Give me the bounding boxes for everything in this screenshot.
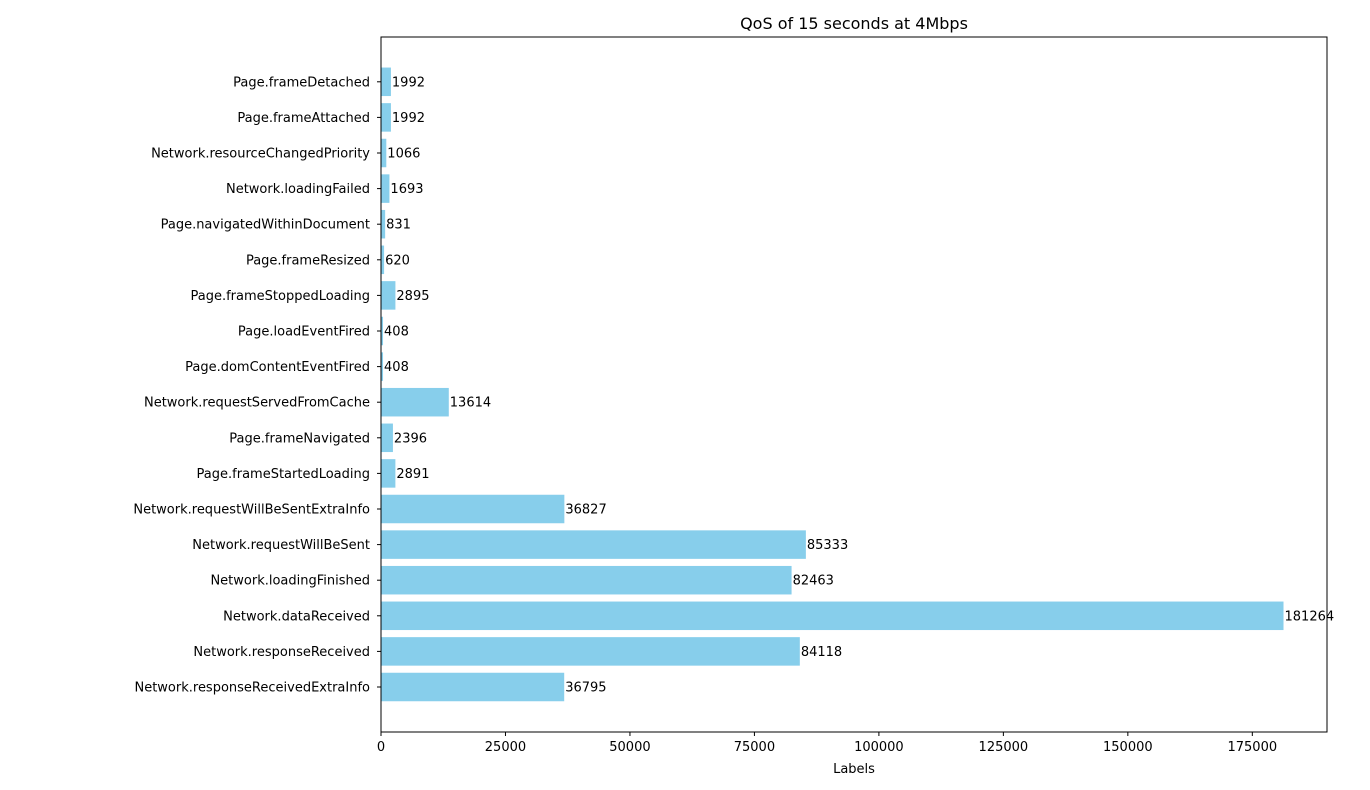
y-tick-label: Network.resourceChangedPriority (151, 147, 370, 162)
bar (381, 281, 396, 310)
data-label: 2895 (396, 289, 429, 304)
bar (381, 387, 449, 417)
x-tick-label: 25000 (485, 740, 526, 755)
y-tick-label: Network.responseReceived (193, 645, 370, 660)
y-tick-label: Network.dataReceived (223, 609, 370, 624)
y-tick-label: Page.loadEventFired (238, 325, 370, 340)
bar (381, 565, 792, 595)
x-axis-label: Labels (833, 762, 875, 777)
y-tick-label: Page.frameStartedLoading (197, 467, 370, 482)
bar (381, 530, 806, 559)
bar (381, 494, 565, 524)
data-label: 84118 (801, 645, 842, 660)
data-label: 831 (386, 218, 411, 233)
data-label: 36795 (565, 681, 606, 696)
y-tick-label: Network.responseReceivedExtraInfo (134, 681, 370, 696)
x-tick-label: 100000 (854, 740, 904, 755)
x-tick-label: 150000 (1103, 740, 1153, 755)
y-tick-label: Page.frameDetached (233, 75, 370, 90)
data-label: 2396 (394, 431, 427, 446)
ticks-layer: Network.responseReceivedExtraInfo Network… (133, 75, 1277, 755)
bar (381, 245, 385, 275)
data-label: 36827 (565, 503, 606, 518)
y-tick-label: Page.domContentEventFired (185, 360, 370, 375)
data-label: 2891 (396, 467, 429, 482)
data-label: 13614 (450, 396, 491, 411)
y-tick-label: Network.requestWillBeSentExtraInfo (133, 503, 370, 518)
data-label: 181264 (1285, 609, 1335, 624)
y-tick-label: Page.frameAttached (237, 111, 370, 126)
bar (381, 637, 800, 666)
bar (381, 459, 396, 488)
y-tick-label: Page.navigatedWithinDocument (161, 218, 370, 233)
bar (381, 423, 393, 453)
y-tick-label: Network.loadingFinished (210, 574, 370, 589)
y-tick-label: Network.requestServedFromCache (144, 396, 370, 411)
bars-layer: 36795 84118 181264 82463 85333 36827 2891 2396 1… (381, 67, 1335, 702)
bar (381, 316, 384, 346)
x-tick-label: 125000 (979, 740, 1029, 755)
bar (381, 672, 565, 702)
data-label: 85333 (807, 538, 848, 553)
data-label: 82463 (793, 574, 834, 589)
data-label: 1992 (392, 111, 425, 126)
bar (381, 174, 390, 203)
bar (381, 138, 387, 168)
bar (381, 209, 386, 239)
data-label: 620 (385, 253, 410, 268)
chart-title: QoS of 15 seconds at 4Mbps (740, 14, 968, 33)
y-tick-label: Network.loadingFailed (226, 182, 370, 197)
plot-frame (380, 36, 1328, 733)
bar (381, 103, 391, 132)
data-label: 1992 (392, 75, 425, 90)
y-tick-label: Page.frameResized (246, 253, 370, 268)
x-tick-label: 175000 (1227, 740, 1277, 755)
bar (381, 352, 384, 381)
x-tick-label: 75000 (734, 740, 775, 755)
y-tick-label: Page.frameNavigated (229, 431, 370, 446)
data-label: 408 (384, 325, 409, 340)
bar (381, 601, 1284, 631)
x-tick-label: 50000 (609, 740, 650, 755)
data-label: 1693 (390, 182, 423, 197)
x-tick-label: 0 (377, 740, 385, 755)
data-label: 1066 (387, 147, 420, 162)
data-label: 408 (384, 360, 409, 375)
bar (381, 67, 391, 97)
y-tick-label: Network.requestWillBeSent (192, 538, 370, 553)
y-tick-label: Page.frameStoppedLoading (191, 289, 371, 304)
